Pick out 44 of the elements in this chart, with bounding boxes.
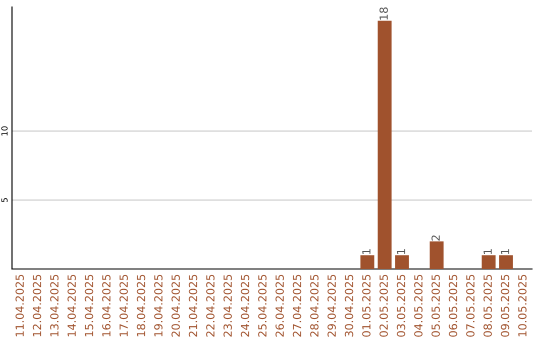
- x-tick-label: 22.04.2025: [206, 274, 215, 337]
- x-tick-label: 25.04.2025: [258, 274, 267, 337]
- bar: [360, 255, 374, 269]
- x-tick-label: 03.05.2025: [396, 274, 406, 337]
- x-tick-label: 26.04.2025: [275, 274, 284, 337]
- data-label: 1: [500, 249, 510, 254]
- x-tick-label: 28.04.2025: [310, 274, 319, 337]
- x-tick-label: 04.05.2025: [414, 274, 423, 337]
- x-tick-label: 15.04.2025: [84, 274, 94, 336]
- x-tick-label: 07.05.2025: [466, 274, 475, 337]
- x-tick-label: 30.04.2025: [344, 274, 354, 337]
- data-label: 1: [396, 249, 406, 254]
- x-tick-label: 18.04.2025: [136, 274, 146, 336]
- y-tick-label: 10: [1, 126, 8, 136]
- data-label: 2: [431, 235, 440, 241]
- x-tick-label: 12.04.2025: [32, 274, 42, 336]
- x-tick-label: 27.04.2025: [292, 274, 302, 337]
- data-label: 1: [484, 249, 492, 254]
- x-tick-label: 23.04.2025: [223, 274, 232, 337]
- x-tick-label: 21.04.2025: [188, 274, 198, 337]
- x-tick-label: 19.04.2025: [154, 274, 163, 336]
- y-tick-label: 5: [1, 198, 8, 202]
- x-tick-label: 14.04.2025: [67, 274, 76, 336]
- x-tick-label: 10.05.2025: [518, 274, 527, 336]
- x-tick-label: 06.05.2025: [448, 274, 458, 337]
- x-tick-label: 29.04.2025: [327, 274, 336, 337]
- x-tick-label: 09.05.2025: [500, 274, 510, 337]
- data-label: 18: [379, 7, 388, 20]
- bar: [378, 20, 392, 269]
- bar: [499, 255, 513, 269]
- x-tick-label: 16.04.2025: [102, 274, 111, 336]
- x-tick-label: 02.05.2025: [379, 274, 388, 337]
- bar: [395, 255, 409, 269]
- x-tick-label: 13.04.2025: [50, 274, 59, 336]
- x-tick-label: 20.04.2025: [171, 274, 180, 337]
- x-tick-label: 05.05.2025: [431, 274, 440, 337]
- x-tick-label: 24.04.2025: [240, 274, 250, 337]
- data-label: 1: [362, 249, 370, 254]
- x-tick-label: 01.05.2025: [362, 274, 371, 337]
- x-tick-label: 17.04.2025: [119, 274, 128, 336]
- bar: [482, 255, 496, 269]
- bar: [430, 241, 444, 269]
- x-tick-label: 11.04.2025: [15, 274, 24, 336]
- x-tick-label: 08.05.2025: [483, 274, 492, 337]
